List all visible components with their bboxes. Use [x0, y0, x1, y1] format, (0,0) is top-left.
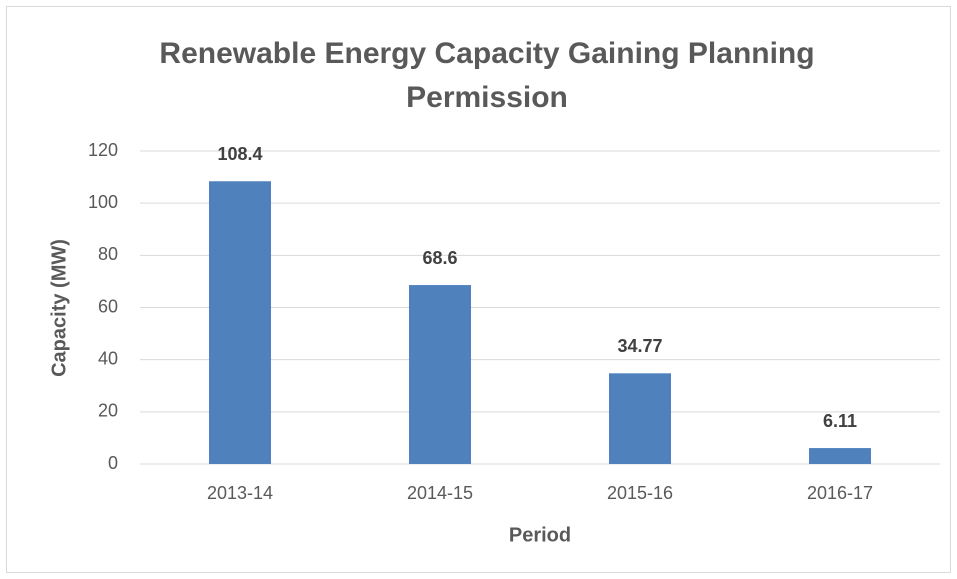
y-tick-label: 100 [88, 192, 118, 212]
x-tick-label: 2013-14 [207, 483, 273, 503]
y-tick-label: 120 [88, 140, 118, 160]
y-axis-label: Capacity (MW) [48, 239, 70, 377]
x-tick-label: 2015-16 [607, 483, 673, 503]
x-axis-label: Period [509, 524, 571, 546]
bar [409, 285, 471, 464]
data-label: 6.11 [823, 411, 857, 431]
bar [609, 373, 671, 464]
y-tick-label: 60 [98, 296, 118, 316]
chart-border [6, 6, 951, 573]
y-tick-label: 0 [108, 453, 118, 473]
x-tick-label: 2014-15 [407, 483, 473, 503]
x-tick-label: 2016-17 [807, 483, 873, 503]
bar [209, 181, 271, 465]
chart-title: Renewable Energy Capacity Gaining Planni… [159, 37, 815, 114]
data-label: 34.77 [617, 336, 662, 356]
bar [809, 448, 871, 464]
y-tick-label: 20 [98, 401, 118, 421]
data-label: 68.6 [422, 248, 457, 268]
y-tick-label: 80 [98, 244, 118, 264]
y-tick-label: 40 [98, 348, 118, 368]
data-label: 108.4 [217, 144, 262, 164]
